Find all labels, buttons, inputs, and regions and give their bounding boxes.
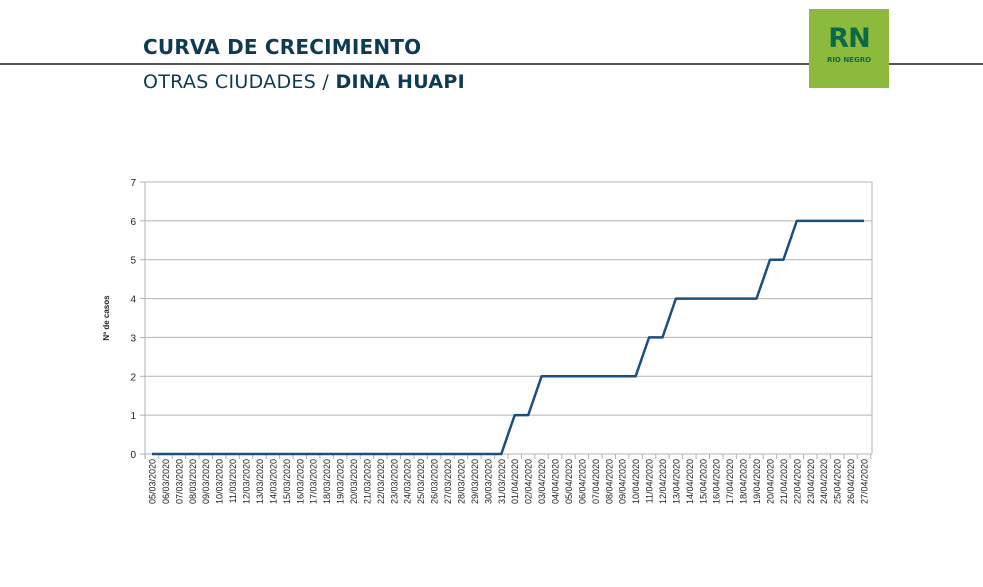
x-tick-label: 22/04/2020: [792, 459, 802, 504]
x-tick-label: 05/03/2020: [148, 459, 158, 504]
y-tick-label: 5: [130, 256, 136, 267]
x-tick-label: 23/04/2020: [806, 459, 816, 504]
x-tick-label: 06/04/2020: [577, 459, 587, 504]
x-tick-label: 26/04/2020: [846, 459, 856, 504]
x-tick-label: 08/03/2020: [188, 459, 198, 504]
x-tick-label: 15/04/2020: [698, 459, 708, 504]
x-tick-label: 19/04/2020: [752, 459, 762, 504]
x-tick-label: 11/04/2020: [645, 459, 655, 503]
y-tick-label: 7: [130, 178, 136, 189]
x-tick-label: 07/04/2020: [591, 459, 601, 504]
y-tick-label: 0: [130, 450, 136, 461]
subtitle-city: DINA HUAPI: [335, 71, 465, 93]
x-tick-label: 28/03/2020: [456, 459, 466, 504]
x-tick-label: 12/04/2020: [658, 459, 668, 504]
x-tick-label: 27/04/2020: [860, 459, 870, 504]
y-tick-label: 1: [130, 411, 136, 422]
page-subtitle: OTRAS CIUDADES / DINA HUAPI: [143, 71, 465, 93]
x-tick-label: 24/03/2020: [403, 459, 413, 504]
x-tick-label: 27/03/2020: [443, 459, 453, 504]
title-rule: [0, 63, 983, 65]
x-tick-label: 31/03/2020: [497, 459, 507, 504]
x-tick-label: 24/04/2020: [819, 459, 829, 504]
x-tick-label: 25/04/2020: [833, 459, 843, 504]
y-tick-label: 3: [130, 333, 136, 344]
page-title: CURVA DE CRECIMIENTO: [143, 35, 422, 59]
x-tick-label: 18/03/2020: [322, 459, 332, 504]
x-tick-label: 16/04/2020: [712, 459, 722, 504]
rio-negro-logo: RN RIO NEGRO: [809, 9, 889, 88]
x-tick-label: 30/03/2020: [483, 459, 493, 504]
x-tick-label: 02/04/2020: [524, 459, 534, 504]
logo-rn-text: RN: [828, 23, 870, 54]
x-tick-label: 20/04/2020: [765, 459, 775, 504]
x-tick-label: 22/03/2020: [376, 459, 386, 504]
x-tick-label: 09/03/2020: [201, 459, 211, 504]
series-line: [152, 219, 864, 456]
x-tick-label: 05/04/2020: [564, 459, 574, 504]
x-tick-label: 16/03/2020: [295, 459, 305, 504]
x-tick-label: 21/03/2020: [362, 459, 372, 504]
x-tick-label: 19/03/2020: [336, 459, 346, 504]
x-tick-label: 13/03/2020: [255, 459, 265, 504]
x-tick-label: 13/04/2020: [671, 459, 681, 504]
logo-rio-negro-text: RIO NEGRO: [826, 56, 872, 64]
x-tick-label: 21/04/2020: [779, 459, 789, 504]
y-axis-label: Nº de casos: [102, 295, 111, 341]
x-tick-label: 20/03/2020: [349, 459, 359, 504]
x-tick-label: 10/04/2020: [631, 459, 641, 504]
x-tick-label: 04/04/2020: [551, 459, 561, 504]
x-tick-label: 14/03/2020: [268, 459, 278, 504]
y-tick-label: 4: [130, 295, 136, 306]
x-tick-label: 23/03/2020: [389, 459, 399, 504]
x-tick-label: 14/04/2020: [685, 459, 695, 504]
x-tick-label: 03/04/2020: [537, 459, 547, 504]
x-tick-label: 11/03/2020: [228, 459, 238, 503]
x-tick-label: 17/04/2020: [725, 459, 735, 504]
x-tick-label: 01/04/2020: [510, 459, 520, 504]
x-tick-label: 10/03/2020: [215, 459, 225, 504]
x-tick-label: 12/03/2020: [242, 459, 252, 504]
x-tick-label: 15/03/2020: [282, 459, 292, 504]
x-tick-label: 26/03/2020: [430, 459, 440, 504]
x-tick-label: 09/04/2020: [618, 459, 628, 504]
subtitle-prefix: OTRAS CIUDADES /: [143, 71, 336, 93]
x-tick-label: 08/04/2020: [604, 459, 614, 504]
x-tick-label: 18/04/2020: [739, 459, 749, 504]
x-tick-label: 29/03/2020: [470, 459, 480, 504]
x-tick-label: 06/03/2020: [161, 459, 171, 504]
x-tick-label: 07/03/2020: [174, 459, 184, 504]
y-tick-label: 6: [130, 217, 136, 228]
x-tick-label: 25/03/2020: [416, 459, 426, 504]
y-tick-label: 2: [130, 372, 136, 383]
x-tick-label: 17/03/2020: [309, 459, 319, 504]
